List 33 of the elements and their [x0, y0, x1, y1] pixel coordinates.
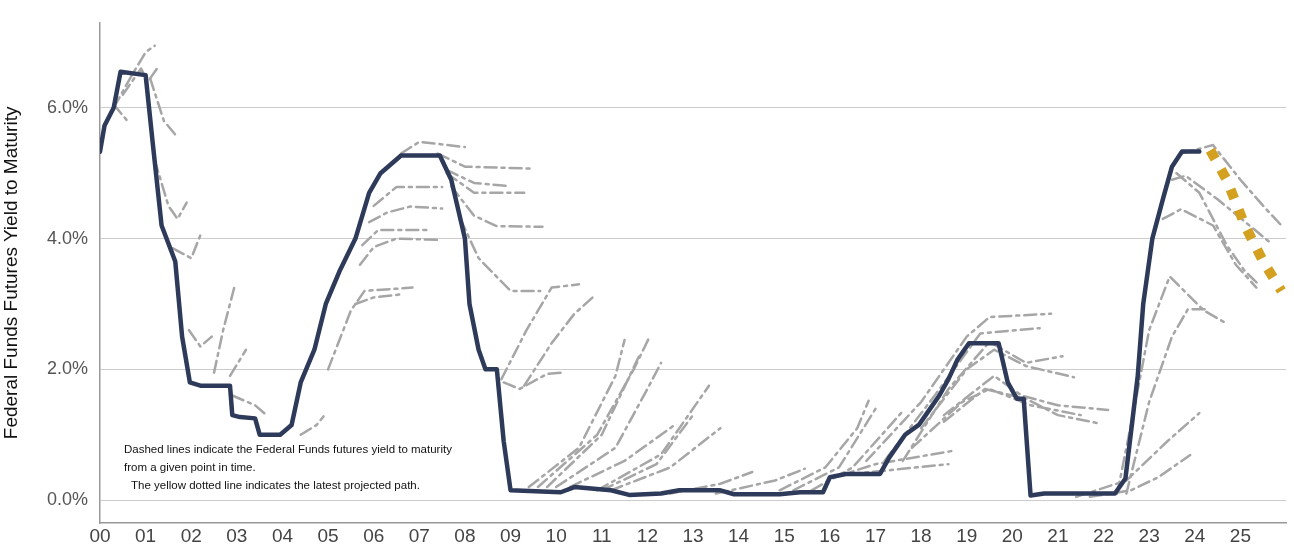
x-tick-label: 16	[819, 524, 841, 546]
x-tick-label: 21	[1047, 524, 1069, 546]
x-tick-label: 05	[317, 524, 339, 546]
x-tick-label: 10	[545, 524, 567, 546]
x-tick-label: 01	[135, 524, 157, 546]
x-tick-label: 24	[1184, 524, 1206, 546]
x-tick-label: 07	[408, 524, 430, 546]
x-tick-label: 18	[910, 524, 932, 546]
x-tick-label: 03	[226, 524, 248, 546]
y-tick-label: 4.0%	[46, 227, 88, 248]
y-tick-label: 0.0%	[46, 489, 88, 510]
x-tick-label: 00	[89, 524, 111, 546]
x-tick-label: 20	[1001, 524, 1023, 546]
x-tick-label: 09	[499, 524, 522, 546]
x-tick-label: 06	[363, 524, 385, 546]
x-tick-label: 11	[591, 524, 612, 546]
x-tick-label: 08	[454, 524, 476, 546]
annotation: Dashed lines indicate the Federal Funds futures yield to maturity from a given point in time.	[124, 443, 453, 473]
x-tick-label: 14	[728, 524, 750, 546]
y-tick-label: 6.0%	[46, 96, 88, 117]
x-tick-label: 23	[1138, 524, 1160, 546]
annotation: The yellow dotted line indicates the latest projected path.	[128, 479, 420, 491]
x-tick-label: 13	[682, 524, 704, 546]
x-tick-label: 17	[864, 524, 887, 546]
x-tick-label: 02	[180, 524, 202, 546]
y-tick-label: 2.0%	[46, 358, 88, 379]
y-axis-title: Federal Funds Futures Yield to Maturity	[0, 106, 21, 440]
x-tick-label: 04	[271, 524, 294, 546]
x-tick-label: 25	[1229, 524, 1251, 546]
x-tick-label: 22	[1092, 524, 1115, 546]
x-tick-label: 12	[636, 524, 658, 546]
x-tick-label: 15	[773, 524, 795, 546]
x-tick-label: 19	[956, 524, 978, 546]
